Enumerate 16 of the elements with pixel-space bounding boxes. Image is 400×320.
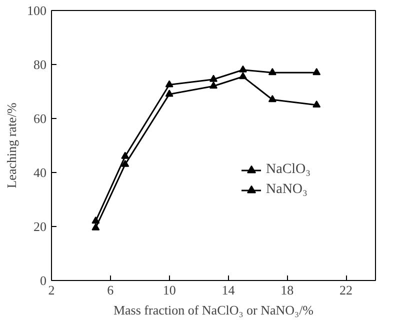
y-tick-label: 100: [27, 3, 46, 18]
y-tick-label: 60: [34, 111, 46, 126]
y-tick-label: 20: [34, 219, 46, 234]
x-tick-label: 6: [107, 282, 114, 298]
y-tick-label: 40: [34, 165, 46, 180]
x-tick-label: 14: [222, 282, 236, 298]
legend-label: NaNO₃: [266, 182, 308, 198]
x-tick-label: 22: [340, 282, 353, 298]
y-tick-label: 80: [34, 57, 46, 72]
x-axis-title: Mass fraction of NaClO₃ or NaNO₃/%: [113, 302, 314, 318]
legend-label: NaClO₃: [266, 162, 311, 178]
x-tick-label: 18: [280, 282, 294, 298]
y-tick-label: 0: [40, 273, 46, 288]
x-tick-label: 10: [162, 282, 176, 298]
y-axis-title: Leaching rate/%: [4, 102, 19, 188]
x-tick-label: 2: [48, 282, 55, 298]
